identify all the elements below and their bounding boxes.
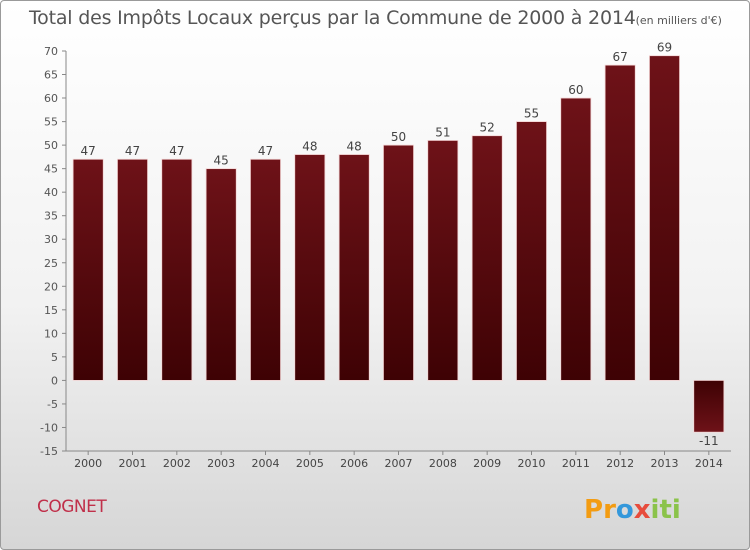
bar-2004	[250, 158, 281, 381]
x-tick-label: 2009	[473, 457, 501, 470]
bar-value-label: 55	[524, 107, 539, 121]
x-tick-label: 2004	[252, 457, 280, 470]
bar-value-label: 48	[347, 140, 362, 154]
bar-2005	[294, 154, 326, 381]
x-tick-label: 2007	[385, 457, 413, 470]
x-axis: 2000 2001 2002 2003 2004 2005 2006 2007 2008 2009…	[66, 450, 731, 470]
y-tick-label: 5	[51, 351, 58, 364]
y-tick-label: 20	[44, 280, 58, 293]
x-tick-label: 2000	[74, 457, 102, 470]
y-tick-label: -10	[40, 421, 58, 434]
y-tick-label: 45	[44, 163, 58, 176]
y-tick-label: 15	[44, 304, 58, 317]
y-tick-label: -5	[47, 398, 58, 411]
svg-text:Proxiti: Proxiti	[584, 495, 681, 525]
bar-value-label: 69	[657, 41, 672, 55]
y-tick-label: 35	[44, 210, 58, 223]
chart-title: Total des Impôts Locaux perçus par la Co…	[29, 7, 722, 29]
bar-2009	[471, 135, 503, 381]
commune-name: COGNET	[37, 497, 107, 517]
bar-2011	[560, 97, 592, 381]
proxiti-logo: Proxiti	[584, 495, 681, 525]
y-tick-label: 40	[44, 186, 58, 199]
bar-2007	[383, 144, 414, 381]
bar-2001	[117, 158, 148, 381]
bars	[72, 55, 725, 433]
bar-2000	[72, 158, 104, 381]
bar-value-label: -11	[699, 434, 719, 448]
x-tick-label: 2005	[296, 457, 324, 470]
x-tick-label: 2006	[340, 457, 368, 470]
chart-title-text: Total des Impôts Locaux perçus par la Co…	[29, 7, 636, 29]
bar-2003	[205, 168, 237, 381]
bar-value-label: 60	[568, 83, 583, 97]
bar-value-label: 47	[81, 144, 96, 158]
bar-2008	[427, 140, 459, 381]
y-tick-label: 30	[44, 233, 58, 246]
x-tick-label: 2011	[562, 457, 590, 470]
y-tick-label: 0	[51, 374, 58, 387]
y-tick-label: 60	[44, 92, 58, 105]
bar-value-label: 52	[480, 121, 495, 135]
bar-2012	[604, 64, 636, 381]
bar-2006	[338, 154, 370, 381]
y-tick-label: 65	[44, 69, 58, 82]
x-tick-label: 2010	[518, 457, 546, 470]
x-tick-label: 2014	[695, 457, 723, 470]
x-tick-label: 2001	[119, 457, 147, 470]
bar-2010	[516, 121, 547, 381]
bar-value-label: 51	[435, 125, 450, 139]
y-tick-label: 55	[44, 116, 58, 129]
bar-value-label: 47	[258, 144, 273, 158]
bar-value-label: 67	[613, 50, 628, 64]
y-tick-label: -15	[40, 445, 58, 458]
bar-2014	[693, 380, 725, 433]
x-tick-label: 2013	[651, 457, 679, 470]
y-tick-label: 10	[44, 327, 58, 340]
bar-labels: 47 47 47 45 47 48 48 50 51 52 55 60 67 69 -11	[81, 41, 719, 448]
y-tick-label: 70	[44, 45, 58, 58]
x-tick-label: 2002	[163, 457, 191, 470]
x-tick-label: 2003	[207, 457, 235, 470]
y-tick-label: 50	[44, 139, 58, 152]
bar-value-label: 47	[169, 144, 184, 158]
bar-value-label: 48	[302, 140, 317, 154]
x-tick-label: 2012	[606, 457, 634, 470]
y-tick-label: 25	[44, 257, 58, 270]
chart-unit: (en milliers d'€)	[635, 14, 722, 27]
x-tick-label: 2008	[429, 457, 457, 470]
bar-2013	[649, 55, 680, 381]
bar-value-label: 50	[391, 130, 406, 144]
bar-value-label: 47	[125, 144, 140, 158]
bar-value-label: 45	[214, 154, 229, 168]
bar-2002	[161, 158, 193, 381]
